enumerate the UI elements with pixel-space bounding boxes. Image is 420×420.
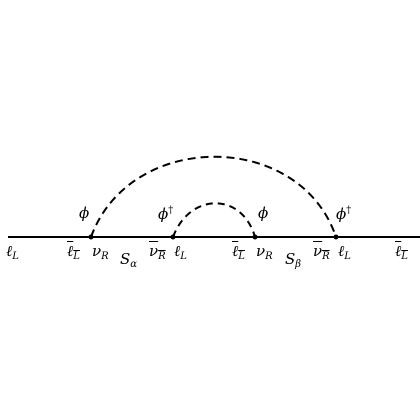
vertex4-right-fermion-label: ℓL [338,242,351,262]
propagator-alpha-label: Sα [120,250,138,270]
vertex-3 [252,234,258,240]
vertex3-right-fermion-label: νR [256,242,273,262]
vertex-4 [333,234,339,240]
vertex1-right-fermion-label: νR [92,242,109,262]
vertex2-left-fermion-label: νR [149,242,166,262]
scalar-label-v4: ϕ† [336,205,352,223]
outer-scalar-arc [90,155,337,238]
lepton-left-label: ℓL [6,242,19,262]
vertex-2 [170,234,176,240]
scalar-label-v2: ϕ† [158,205,174,223]
scalar-label-v1: ϕ [79,204,90,222]
vertex3-left-fermion-label: ℓL [232,242,245,262]
vertex2-right-fermion-label: ℓL [174,242,187,262]
lepton-right-label: ℓL [395,242,408,262]
vertex-1 [88,234,94,240]
scalar-label-v3: ϕ [258,204,269,222]
propagator-beta-label: Sβ [285,250,302,270]
vertex1-left-fermion-label: ℓL [67,242,80,262]
inner-scalar-arc [172,202,256,238]
vertex4-left-fermion-label: νR [313,242,330,262]
